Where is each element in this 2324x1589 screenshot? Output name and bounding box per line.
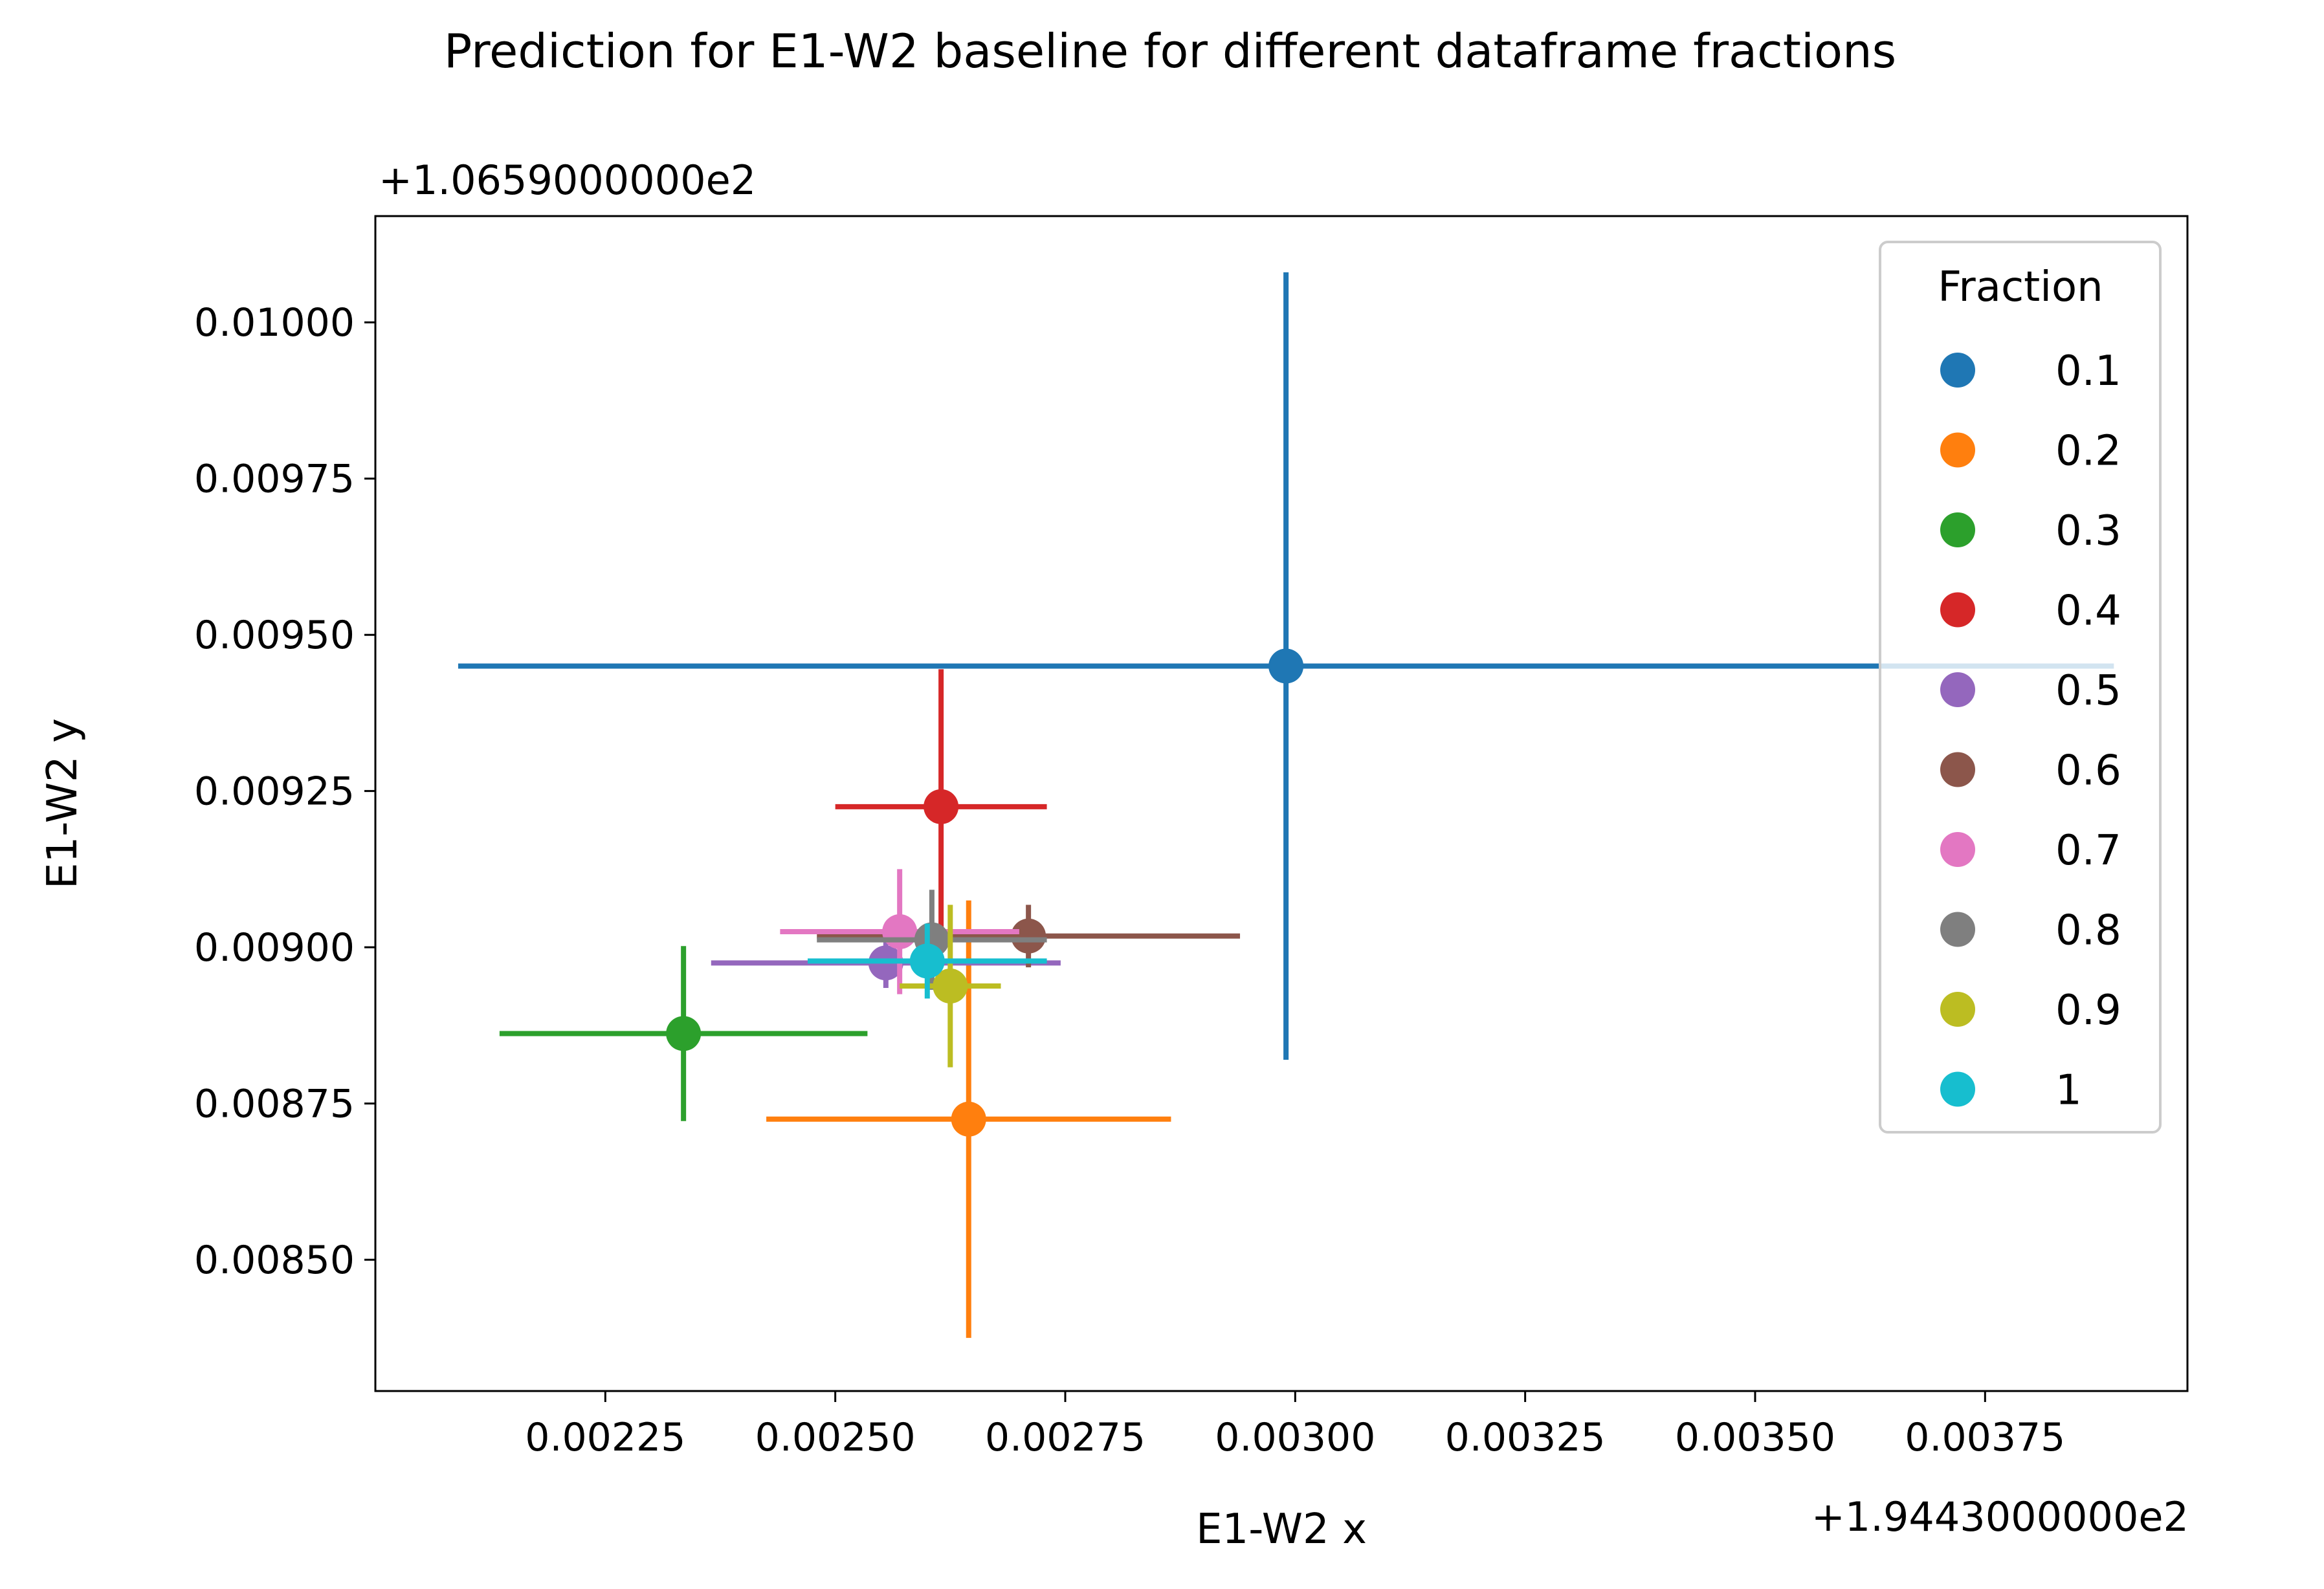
x-offset-label: +1.9443000000e2	[1811, 1493, 2189, 1540]
x-tick-label: 0.00350	[1675, 1415, 1835, 1460]
legend-marker	[1940, 353, 1975, 388]
legend-entry: 0.5	[1940, 667, 2121, 715]
data-point	[666, 1016, 702, 1051]
x-axis-label: E1-W2 x	[1196, 1506, 1367, 1553]
y-axis-label: E1-W2 y	[39, 718, 87, 889]
legend-entry: 0.7	[1940, 827, 2121, 875]
legend-label: 0.3	[2055, 507, 2121, 555]
y-tick-label: 0.00850	[194, 1238, 355, 1283]
series-0.1	[458, 272, 2114, 1060]
legend-entry: 0.4	[1940, 587, 2121, 635]
data-point	[909, 943, 945, 979]
legend-entries: 0.1 0.2 0.3 0.4 0.5 0.6 0.7 0.8 0.9 1	[1940, 347, 2121, 1115]
series-0.7	[780, 869, 1019, 994]
legend-entry: 0.9	[1940, 987, 2121, 1035]
plot-area-frame	[374, 215, 2189, 1392]
series-0.3	[499, 946, 868, 1121]
legend-label: 0.4	[2055, 587, 2121, 635]
x-tick-label: 0.00275	[985, 1415, 1145, 1460]
y-offset-label: +1.0659000000e2	[379, 157, 756, 204]
x-tick-label: 0.00300	[1215, 1415, 1375, 1460]
legend-marker	[1940, 672, 1975, 707]
legend-label: 0.2	[2055, 428, 2121, 476]
legend-label: 0.5	[2055, 667, 2121, 715]
legend-entry: 0.6	[1940, 747, 2121, 795]
data-point	[1011, 918, 1046, 954]
legend-label: 0.7	[2055, 827, 2121, 875]
chart-title: Prediction for E1-W2 baseline for differ…	[444, 24, 1896, 78]
data-point	[882, 914, 918, 950]
y-tick-label: 0.00950	[194, 613, 355, 658]
axis-ticks: 0.00225 0.00250 0.00275 0.00300 0.00325 0.003…	[194, 300, 2065, 1460]
legend-label: 0.9	[2055, 987, 2121, 1035]
legend-marker	[1940, 752, 1975, 787]
legend-entry: 0.3	[1940, 507, 2121, 555]
legend-label: 0.6	[2055, 747, 2121, 795]
legend-marker	[1940, 592, 1975, 628]
y-tick-label: 0.00900	[194, 925, 355, 970]
legend-label: 0.1	[2055, 347, 2121, 395]
y-tick-label: 0.00975	[194, 457, 355, 502]
x-tick-label: 0.00225	[525, 1415, 685, 1460]
y-tick-label: 0.01000	[194, 300, 355, 345]
x-tick-label: 0.00325	[1445, 1415, 1606, 1460]
legend-entry: 1	[1940, 1067, 2082, 1115]
legend-marker	[1940, 432, 1975, 468]
legend-title: Fraction	[1938, 263, 2103, 311]
legend-entry: 0.2	[1940, 428, 2121, 476]
series-0.2	[766, 900, 1171, 1338]
legend-marker	[1940, 832, 1975, 867]
series-1	[808, 923, 1047, 999]
data-point	[924, 789, 959, 824]
data-point	[951, 1101, 986, 1137]
legend-marker	[1940, 992, 1975, 1027]
legend-label: 1	[2055, 1067, 2082, 1115]
legend-entry: 0.1	[1940, 347, 2121, 395]
data-point	[1268, 648, 1304, 684]
y-tick-label: 0.00875	[194, 1082, 355, 1127]
y-tick-label: 0.00925	[194, 769, 355, 815]
legend-entry: 0.8	[1940, 907, 2121, 955]
legend: Fraction 0.1 0.2 0.3 0.4 0.5 0.6 0.7 0.8 0.9 1	[1879, 241, 2162, 1134]
data-point	[933, 969, 968, 1004]
x-tick-label: 0.00250	[755, 1415, 916, 1460]
legend-marker	[1940, 912, 1975, 947]
series-layer	[458, 272, 2114, 1338]
x-tick-label: 0.00375	[1905, 1415, 2065, 1460]
series-0.4	[835, 669, 1047, 945]
legend-marker	[1940, 1071, 1975, 1107]
legend-label: 0.8	[2055, 907, 2121, 955]
legend-marker	[1940, 512, 1975, 547]
series-0.9	[900, 904, 1001, 1068]
